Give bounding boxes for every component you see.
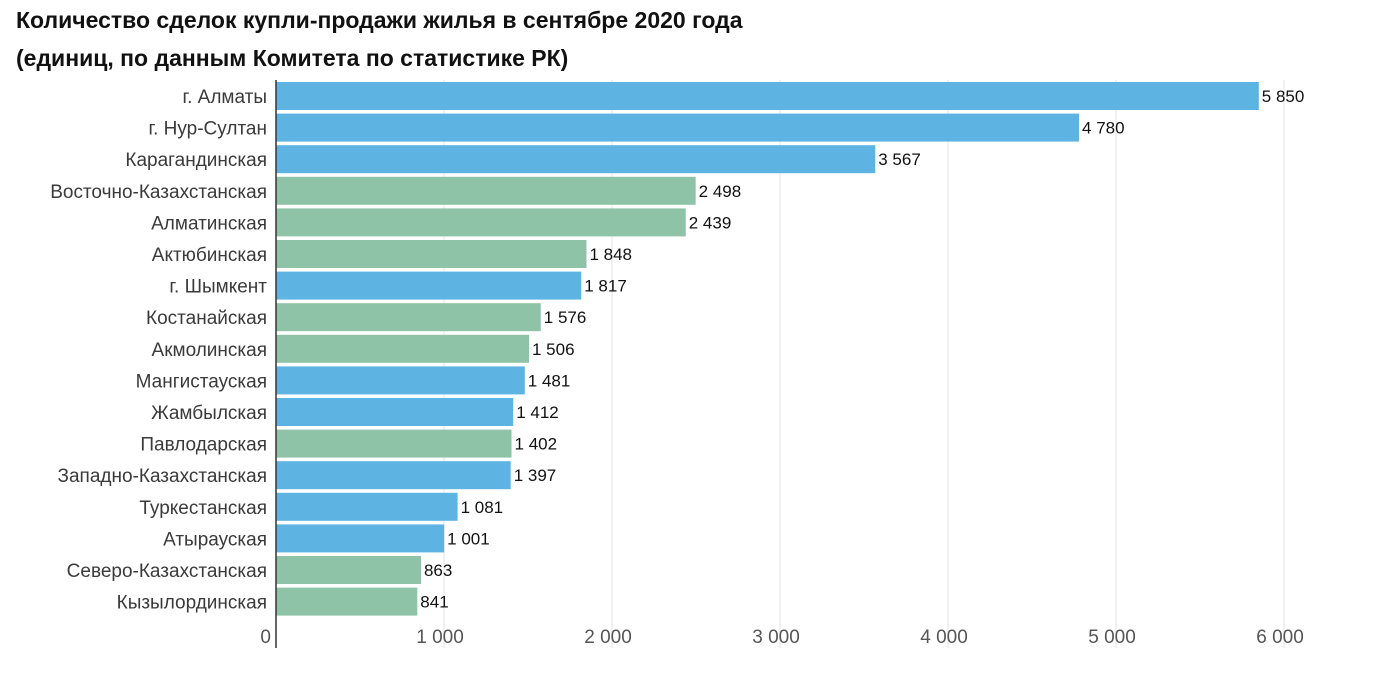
data-label: 1 402 bbox=[515, 435, 558, 454]
data-label: 4 780 bbox=[1082, 119, 1125, 138]
chart-title-line-2: (единиц, по данным Комитета по статистик… bbox=[16, 45, 569, 71]
x-tick-label: 6 000 bbox=[1256, 627, 1304, 648]
bar bbox=[276, 208, 686, 237]
bar bbox=[276, 113, 1080, 142]
category-label: Атырауская bbox=[163, 529, 267, 550]
value-labels: 5 850 4 780 3 567 2 498 2 439 1 848 1 817 1 576… bbox=[420, 87, 1304, 612]
bar bbox=[276, 82, 1259, 110]
data-label: 1 817 bbox=[584, 277, 627, 296]
x-tick-labels: 0 1 000 2 000 3 000 4 000 5 000 6 000 bbox=[260, 627, 1303, 648]
x-tick-label: 3 000 bbox=[752, 627, 800, 648]
data-label: 1 001 bbox=[447, 529, 490, 548]
data-label: 1 848 bbox=[589, 245, 632, 264]
x-tick-label: 4 000 bbox=[920, 627, 968, 648]
data-label: 841 bbox=[420, 593, 448, 612]
category-label: Западно-Казахстанская bbox=[58, 466, 268, 487]
data-label: 1 576 bbox=[544, 308, 587, 327]
bars bbox=[276, 82, 1259, 616]
bar bbox=[276, 398, 514, 426]
bar bbox=[276, 587, 418, 616]
grid-lines bbox=[443, 80, 1285, 648]
chart-title-line-1: Количество сделок купли-продажи жилья в … bbox=[16, 7, 743, 33]
bar bbox=[276, 429, 512, 458]
x-tick-label: 1 000 bbox=[416, 627, 464, 648]
category-labels: г. Алматы г. Нур-Султан Карагандинская Вост… bbox=[50, 87, 267, 614]
data-label: 2 439 bbox=[689, 213, 732, 232]
category-label: Восточно-Казахстанская bbox=[50, 182, 267, 203]
category-label: Костанайская bbox=[146, 308, 267, 329]
category-label: г. Нур-Султан bbox=[148, 119, 267, 140]
x-tick-label: 5 000 bbox=[1088, 627, 1136, 648]
bar bbox=[276, 524, 445, 553]
data-label: 1 397 bbox=[514, 466, 557, 485]
x-tick-label: 0 bbox=[260, 627, 271, 648]
bar bbox=[276, 556, 421, 584]
data-label: 1 412 bbox=[516, 403, 559, 422]
category-label: Алматинская bbox=[151, 213, 267, 234]
bar bbox=[276, 334, 530, 363]
category-label: г. Шымкент bbox=[169, 277, 267, 298]
data-label: 863 bbox=[424, 561, 452, 580]
category-label: Павлодарская bbox=[140, 435, 267, 456]
bar bbox=[276, 461, 511, 490]
category-label: г. Алматы bbox=[183, 87, 268, 108]
category-label: Карагандинская bbox=[125, 150, 267, 171]
bar bbox=[276, 303, 541, 332]
category-label: Акмолинская bbox=[152, 340, 267, 361]
data-label: 5 850 bbox=[1262, 87, 1305, 106]
data-label: 1 506 bbox=[532, 340, 575, 359]
data-label: 1 081 bbox=[461, 498, 504, 517]
data-label: 1 481 bbox=[528, 371, 571, 390]
category-label: Туркестанская bbox=[139, 498, 267, 519]
category-label: Жамбылская bbox=[151, 403, 267, 424]
data-label: 2 498 bbox=[699, 182, 742, 201]
category-label: Кызылординская bbox=[117, 593, 267, 614]
data-label: 3 567 bbox=[878, 150, 921, 169]
bar bbox=[276, 271, 582, 300]
bar bbox=[276, 492, 458, 521]
bar bbox=[276, 145, 876, 174]
category-label: Актюбинская bbox=[152, 245, 267, 266]
bar bbox=[276, 366, 525, 395]
category-label: Северо-Казахстанская bbox=[67, 561, 267, 582]
bar bbox=[276, 240, 587, 268]
x-tick-label: 2 000 bbox=[584, 627, 632, 648]
bar bbox=[276, 176, 696, 205]
category-label: Мангистауская bbox=[136, 371, 267, 392]
